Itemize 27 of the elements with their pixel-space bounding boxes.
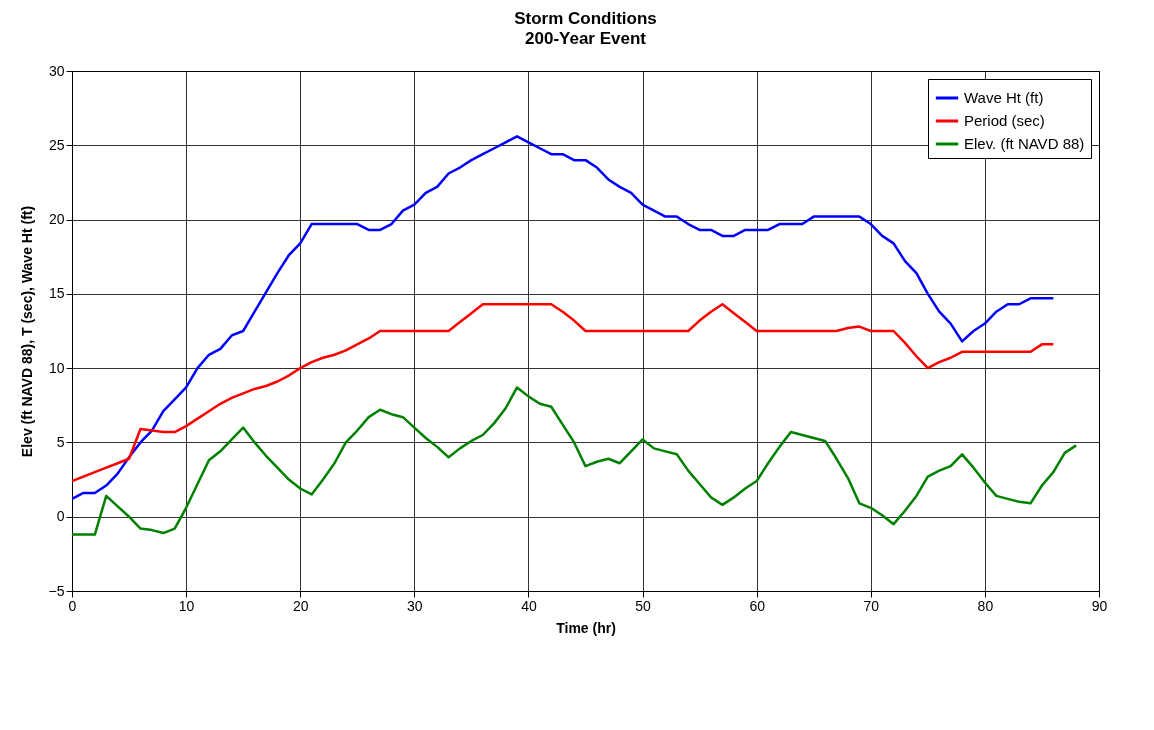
y-tick-label: 10 — [48, 359, 65, 376]
x-axis-title: Time (hr) — [556, 619, 616, 636]
x-tick-label: 80 — [977, 597, 994, 614]
line-series — [72, 303, 1055, 483]
x-tick-label: 50 — [635, 597, 652, 614]
x-tick-label: 90 — [1091, 597, 1108, 614]
y-tick-label: 5 — [56, 433, 65, 450]
x-tick-label: 30 — [407, 597, 423, 614]
y-tick-label: 25 — [48, 136, 65, 153]
legend-label: Elev. (ft NAVD 88) — [964, 135, 1085, 152]
x-tick-label: 60 — [749, 597, 766, 614]
x-tick-label: 0 — [68, 597, 77, 614]
y-tick-label: 0 — [56, 508, 65, 525]
x-tick-label: 40 — [521, 597, 537, 614]
y-tick-label: 20 — [48, 211, 65, 228]
x-tick-label: 10 — [178, 597, 195, 614]
chart-subtitle: 200-Year Event — [525, 29, 647, 48]
x-tick-label: 20 — [292, 597, 309, 614]
legend-label: Period (sec) — [964, 112, 1045, 129]
y-axis-title: Elev (ft NAVD 88), T (sec), Wave Ht (ft) — [18, 205, 35, 458]
line-series — [72, 386, 1078, 536]
x-tick-label: 70 — [863, 597, 880, 614]
legend-label: Wave Ht (ft) — [964, 89, 1044, 106]
chart-title: Storm Conditions — [514, 9, 657, 28]
y-tick-label: 30 — [48, 62, 65, 79]
y-tick-label: 15 — [48, 285, 65, 302]
y-tick-label: −5 — [48, 582, 65, 599]
